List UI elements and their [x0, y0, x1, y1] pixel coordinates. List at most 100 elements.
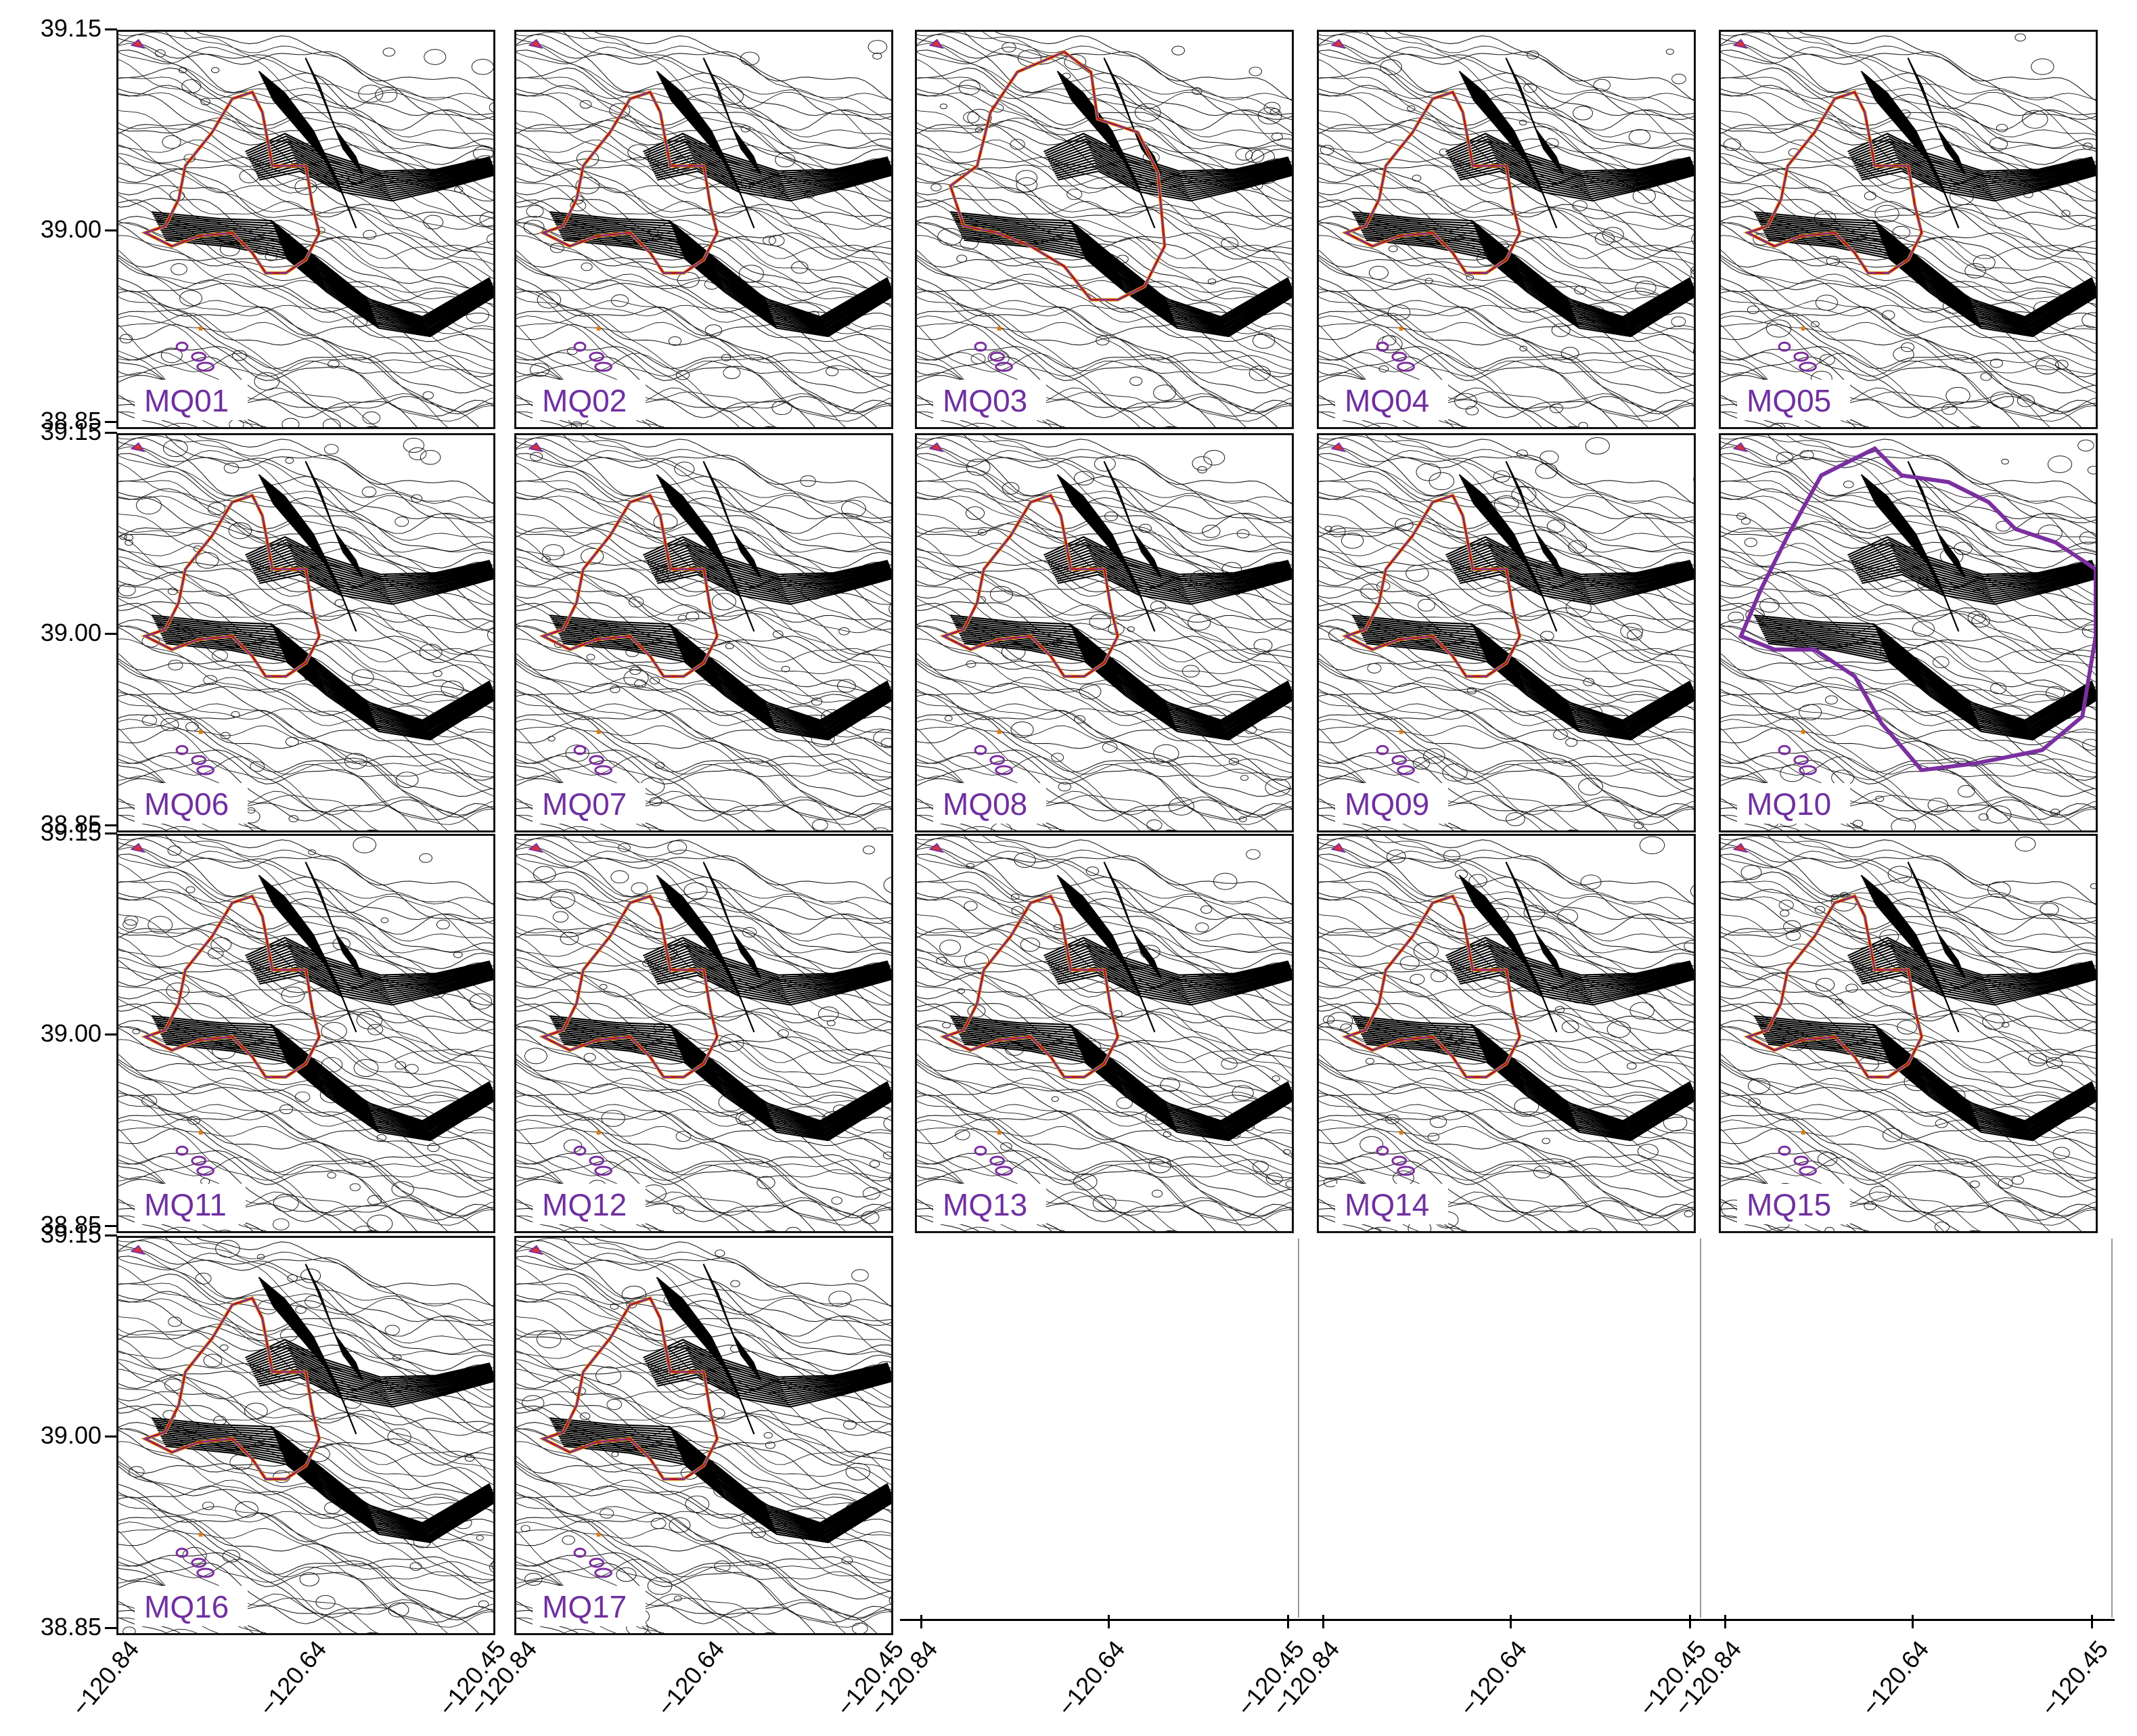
- spot-fire-marker: [989, 755, 1006, 765]
- corner-marker: [1330, 843, 1346, 853]
- x-tick-mark: [2091, 1615, 2093, 1628]
- map-panel-mq01: MQ01: [116, 30, 495, 429]
- canyon-contours: [151, 58, 493, 338]
- x-tick-label: −120.64: [253, 1635, 332, 1721]
- topographic-contour-map: [516, 435, 891, 830]
- x-tick-label: −120.64: [651, 1635, 730, 1721]
- spot-fire-marker: [989, 351, 1006, 362]
- spot-fire-marker: [1376, 1145, 1389, 1156]
- column-divider: [2111, 1239, 2113, 1618]
- map-panel-mq03: MQ03: [915, 30, 1294, 429]
- x-tick-label: −120.84: [66, 1635, 145, 1721]
- spot-fire-point: [198, 730, 203, 734]
- y-tick-mark: [105, 28, 117, 30]
- corner-marker: [928, 442, 944, 453]
- corner-marker: [1330, 39, 1346, 49]
- canyon-contours: [151, 461, 493, 741]
- spot-fire-marker: [175, 341, 189, 352]
- spot-fire-marker: [594, 765, 612, 776]
- spot-fire-marker: [1391, 351, 1408, 362]
- y-tick-mark: [105, 1627, 117, 1629]
- canyon-contours: [949, 58, 1292, 338]
- spot-fire-marker: [594, 1165, 612, 1176]
- topographic-contour-map: [917, 836, 1292, 1231]
- spot-fire-marker: [573, 1145, 587, 1156]
- x-tick-mark: [1287, 1615, 1289, 1628]
- spot-fire-marker: [594, 1567, 612, 1578]
- canyon-contours: [151, 862, 493, 1142]
- spot-fire-marker: [974, 1145, 987, 1156]
- spot-fire-marker: [191, 1557, 207, 1568]
- spot-fire-marker: [589, 1155, 605, 1166]
- spot-fire-marker: [196, 1165, 215, 1176]
- spot-fire-marker: [1376, 341, 1389, 352]
- canyon-contours: [549, 461, 891, 741]
- x-tick-mark: [1912, 1615, 1914, 1628]
- y-tick-label: 39.00: [40, 215, 102, 243]
- spot-fire-marker: [1799, 765, 1817, 776]
- map-panel-mq15: MQ15: [1719, 834, 2098, 1233]
- corner-marker: [928, 843, 944, 853]
- spot-fire-marker: [573, 341, 587, 352]
- x-tick-label: −120.45: [2035, 1635, 2114, 1721]
- spot-fire-point: [198, 326, 203, 331]
- contour-closed-loops: [944, 449, 1291, 830]
- fire-perimeter-secondary: [1738, 446, 2096, 773]
- y-tick-mark: [105, 1225, 117, 1227]
- topographic-contour-map: [118, 836, 493, 1231]
- fire-perimeter-secondary: [143, 1297, 320, 1480]
- spot-fire-marker: [995, 1165, 1013, 1176]
- spot-fire-marker: [1778, 341, 1791, 352]
- topographic-contour-map: [118, 435, 493, 830]
- topographic-contour-map: [516, 1238, 891, 1633]
- panel-label: MQ16: [135, 1586, 248, 1626]
- x-tick-mark: [1689, 1615, 1691, 1628]
- column-divider: [1700, 1239, 1701, 1618]
- x-axis-line: [900, 1619, 2115, 1621]
- x-tick-mark: [1510, 1615, 1512, 1628]
- map-panel-mq02: MQ02: [514, 30, 893, 429]
- panel-label: MQ06: [135, 783, 248, 824]
- canyon-contours: [549, 58, 891, 338]
- canyon-contours: [949, 461, 1292, 741]
- spot-fire-point: [997, 1130, 1002, 1135]
- spot-fire-marker: [1793, 351, 1809, 362]
- spot-fire-point: [198, 1532, 203, 1537]
- panel-label: MQ12: [533, 1184, 646, 1224]
- spot-fire-point: [1801, 326, 1805, 331]
- x-tick-mark: [1322, 1615, 1324, 1628]
- y-tick-label: 39.15: [40, 1220, 102, 1248]
- y-tick-mark: [105, 1435, 117, 1438]
- canyon-contours: [1351, 862, 1694, 1142]
- y-tick-label: 38.85: [40, 1613, 102, 1641]
- map-panel-mq09: MQ09: [1317, 433, 1696, 832]
- y-tick-mark: [105, 421, 117, 423]
- panel-label: MQ05: [1737, 380, 1851, 420]
- x-tick-label: −120.64: [1855, 1635, 1935, 1721]
- spot-fire-marker: [589, 755, 605, 765]
- spot-fire-marker: [1391, 755, 1408, 765]
- fire-perimeter-secondary: [541, 91, 718, 274]
- y-tick-label: 39.00: [40, 619, 102, 646]
- corner-marker: [130, 843, 145, 853]
- canyon-contours: [949, 862, 1292, 1142]
- spot-fire-marker: [1799, 1165, 1817, 1176]
- panel-label: MQ10: [1737, 783, 1851, 824]
- canyon-contours: [1351, 461, 1694, 741]
- corner-marker: [1330, 442, 1346, 453]
- spot-fire-marker: [573, 744, 587, 755]
- spot-fire-marker: [191, 351, 207, 362]
- spot-fire-marker: [191, 1155, 207, 1166]
- spot-fire-marker: [989, 1155, 1006, 1166]
- fire-perimeter-secondary: [1343, 494, 1521, 677]
- fire-perimeter-secondary: [1343, 895, 1521, 1078]
- contour-closed-loops: [1320, 49, 1694, 427]
- topographic-contour-map: [1319, 32, 1694, 427]
- spot-fire-point: [198, 1130, 203, 1135]
- canyon-contours: [549, 862, 891, 1142]
- panel-label: MQ13: [933, 1184, 1047, 1224]
- x-tick-mark: [1108, 1615, 1110, 1628]
- fire-perimeter-secondary: [941, 494, 1119, 677]
- corner-marker: [1732, 39, 1748, 49]
- y-tick-mark: [105, 1033, 117, 1036]
